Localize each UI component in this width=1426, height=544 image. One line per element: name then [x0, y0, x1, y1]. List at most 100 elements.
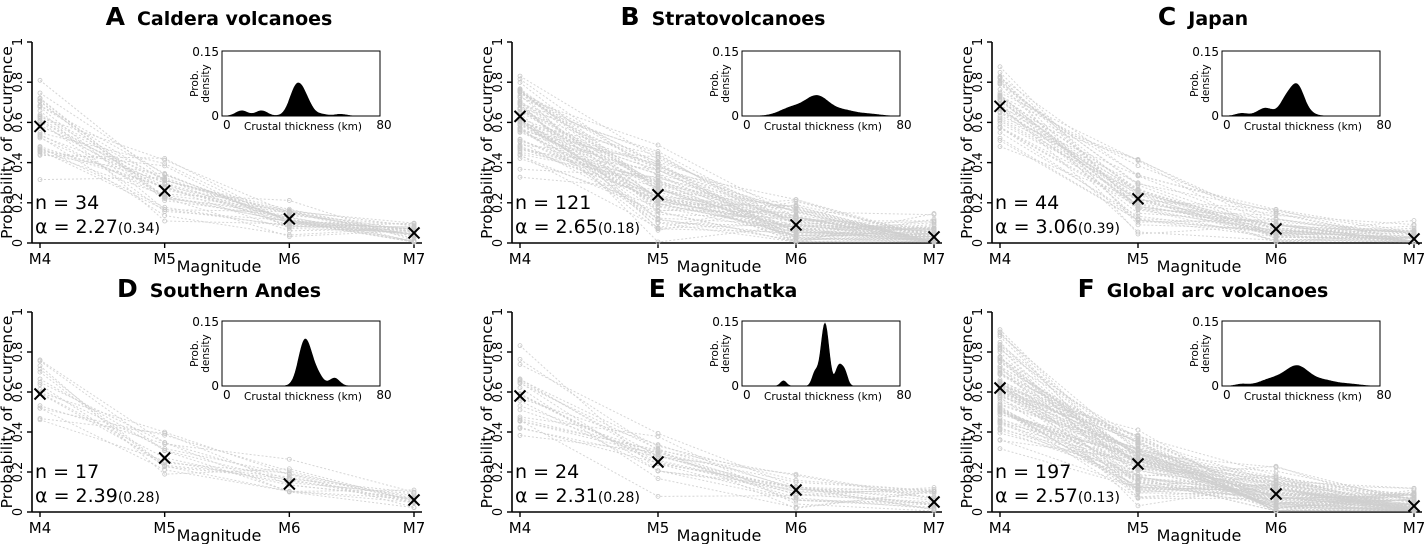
- mean-marker: [1407, 232, 1421, 246]
- x-tick-label: M4: [509, 519, 532, 537]
- bootstrap-point: [37, 177, 43, 183]
- bootstrap-point: [162, 446, 168, 451]
- bootstrap-line: [39, 419, 415, 495]
- bootstrap-line: [39, 407, 415, 503]
- y-axis-title: Probability of occurrence: [478, 46, 496, 239]
- inset-y-title: Prob.: [189, 340, 201, 367]
- bootstrap-point: [286, 220, 292, 226]
- y-tick-label: 0: [11, 508, 26, 516]
- bootstrap-line: [999, 410, 1415, 506]
- bootstrap-point: [37, 133, 43, 138]
- y-tick-label: 0.6: [11, 112, 26, 133]
- bootstrap-line: [999, 381, 1415, 512]
- bootstrap-point: [931, 227, 937, 232]
- x-axis-title: Magnitude: [677, 257, 762, 276]
- bootstrap-point: [162, 464, 168, 470]
- bootstrap-point: [655, 443, 661, 449]
- bootstrap-line: [519, 90, 934, 243]
- bootstrap-line: [39, 149, 415, 232]
- bootstrap-point: [517, 99, 523, 105]
- mean-marker-stroke: [407, 493, 421, 507]
- mean-marker-stroke: [1407, 232, 1421, 246]
- bootstrap-point: [162, 198, 168, 204]
- alpha-label: α = 2.57(0.13): [995, 485, 1120, 507]
- bootstrap-line: [519, 405, 935, 492]
- mean-marker: [1131, 192, 1145, 205]
- bootstrap-line: [999, 101, 1415, 240]
- bootstrap-point: [286, 488, 292, 494]
- bootstrap-point: [997, 118, 1003, 124]
- bootstrap-line: [519, 123, 935, 233]
- inset-x-title: Crustal thickness (km): [764, 391, 882, 403]
- density-area: [1222, 83, 1380, 117]
- y-tick-label: 0: [11, 239, 26, 247]
- bootstrap-point: [517, 145, 523, 151]
- bootstrap-line: [999, 112, 1415, 233]
- inset-x-title: Crustal thickness (km): [1244, 391, 1362, 403]
- mean-marker: [407, 493, 421, 507]
- bootstrap-line: [999, 111, 1415, 243]
- mean-marker-stroke: [927, 495, 941, 509]
- bootstrap-line: [519, 119, 935, 237]
- y-tick-label: 0.2: [491, 192, 506, 213]
- panel-b: B Stratovolcanoes 0 0.2 0.4 0.6 0.8 1Probabilit…: [478, 2, 945, 276]
- bootstrap-line: [39, 418, 415, 499]
- mean-marker-stroke: [407, 226, 421, 240]
- bootstrap-point: [997, 396, 1003, 402]
- y-tick-label: 0.2: [491, 462, 506, 483]
- n-label: n = 197: [995, 461, 1071, 483]
- mean-marker: [993, 381, 1007, 395]
- bootstrap-line: [519, 393, 935, 492]
- bootstrap-point: [37, 369, 43, 375]
- bootstrap-point: [517, 385, 523, 391]
- bootstrap-line: [39, 384, 415, 500]
- y-tick-label: 0.8: [11, 342, 26, 363]
- bootstrap-line: [999, 72, 1415, 235]
- bootstrap-point: [1135, 503, 1141, 509]
- bootstrap-point: [1273, 464, 1279, 470]
- bootstrap-point: [997, 90, 1003, 96]
- bootstrap-line: [519, 345, 935, 498]
- bootstrap-line: [999, 372, 1415, 504]
- bootstrap-point: [793, 216, 799, 222]
- bootstrap-line: [519, 108, 935, 241]
- mean-marker: [651, 455, 665, 469]
- bootstrap-point: [162, 467, 168, 473]
- bootstrap-point: [1273, 505, 1279, 511]
- bootstrap-point: [997, 370, 1003, 376]
- bootstrap-point: [517, 356, 523, 362]
- alpha-value: α = 3.06: [995, 216, 1078, 238]
- bootstrap-point: [793, 208, 799, 214]
- bootstrap-point: [997, 113, 1003, 119]
- bootstrap-point: [655, 448, 661, 454]
- mean-marker-stroke: [993, 381, 1007, 395]
- bootstrap-point: [997, 430, 1003, 436]
- bootstrap-line: [999, 127, 1415, 243]
- inset-x-tick-label: 0: [1223, 118, 1231, 132]
- bootstrap-point: [997, 138, 1003, 143]
- bootstrap-point: [655, 220, 661, 226]
- x-axis-title: Magnitude: [177, 257, 262, 276]
- bootstrap-point: [1135, 475, 1141, 481]
- mean-marker: [158, 451, 171, 465]
- bootstrap-line: [999, 332, 1415, 509]
- x-tick-label: M7: [1403, 519, 1426, 537]
- inset-y-tick-label: 0: [731, 379, 739, 393]
- inset-y-tick-label: 0.15: [1192, 315, 1219, 329]
- inset: 0.15 00 80 Crustal thickness (km) Prob. densi…: [189, 315, 392, 403]
- bootstrap-point: [1273, 497, 1279, 503]
- bootstrap-point: [411, 497, 417, 503]
- bootstrap-point: [517, 152, 523, 158]
- alpha-value: α = 2.65: [515, 216, 598, 238]
- bootstrap-line: [999, 381, 1415, 499]
- panel-letter: A: [106, 2, 126, 31]
- bootstrap-line: [519, 149, 935, 232]
- bootstrap-point: [793, 479, 799, 485]
- panel-letter: C: [1158, 2, 1176, 31]
- bootstrap-line: [39, 110, 415, 228]
- bootstrap-point: [1411, 508, 1417, 514]
- y-tick-label: 0: [971, 508, 986, 516]
- bootstrap-line: [999, 107, 1415, 233]
- bootstrap-point: [997, 81, 1003, 86]
